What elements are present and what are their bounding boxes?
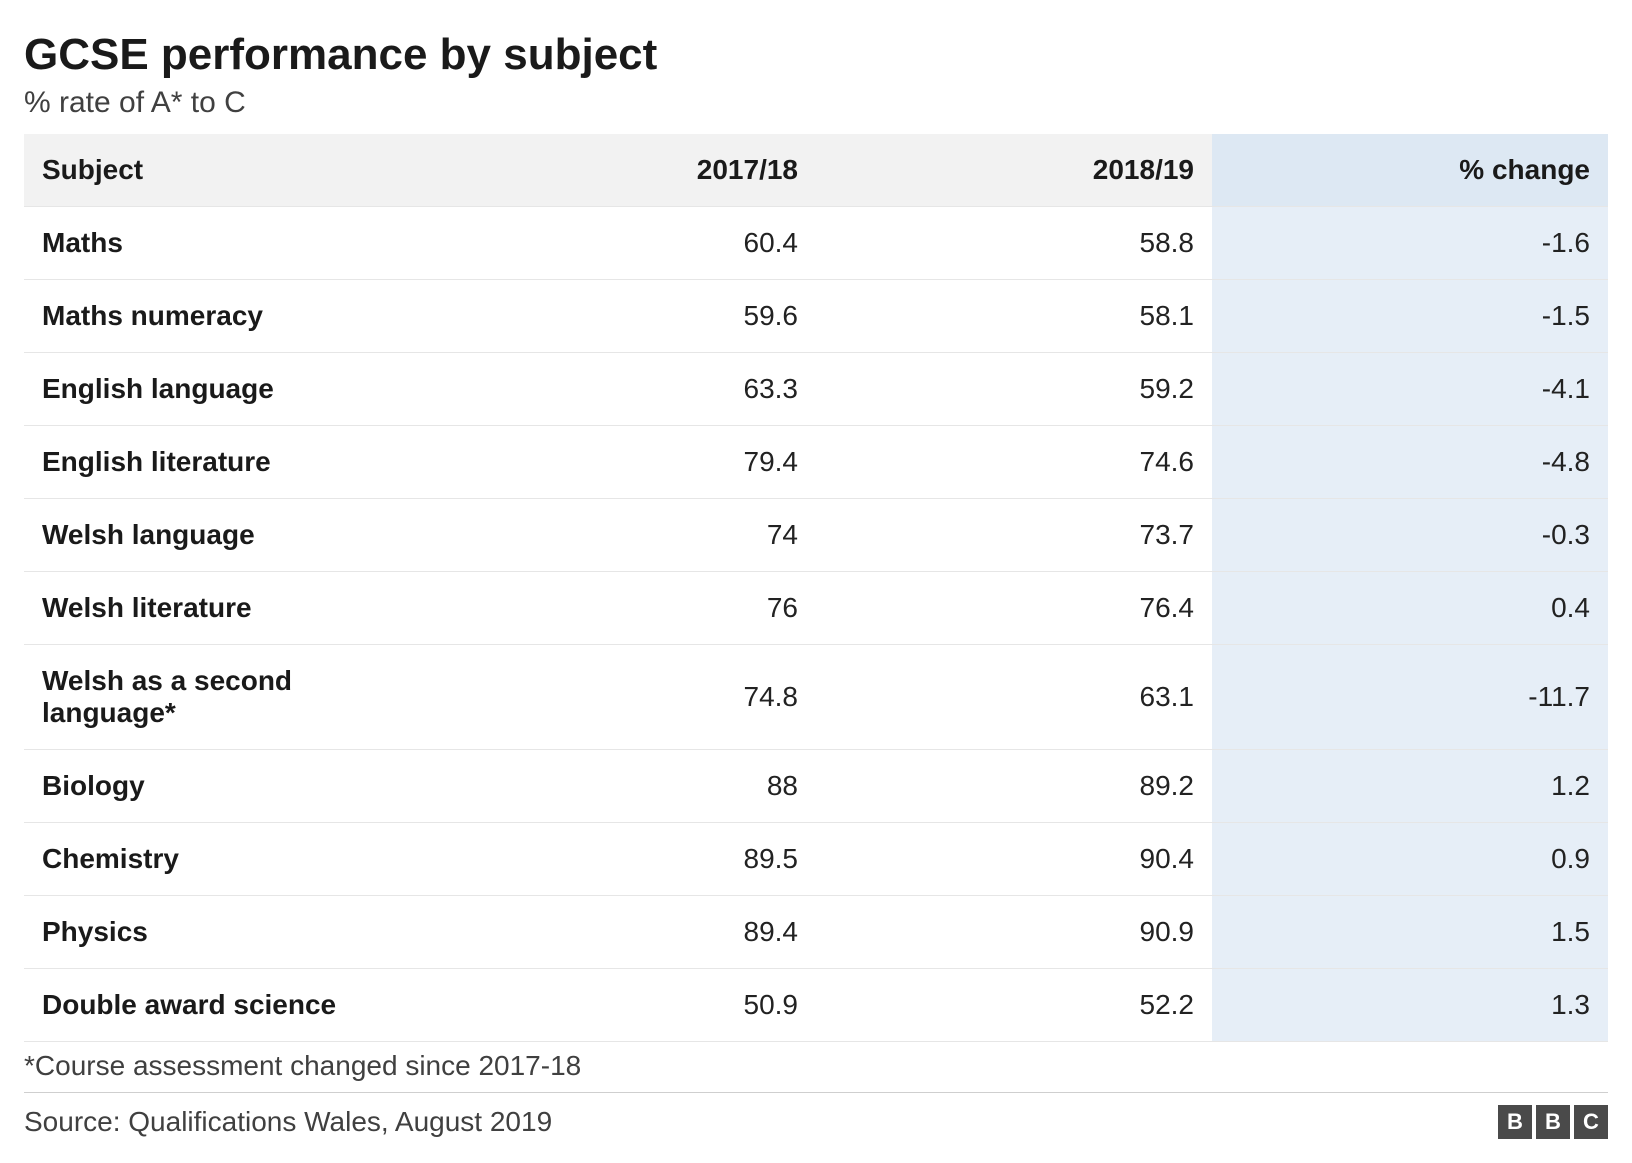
table-header-row: Subject 2017/18 2018/19 % change xyxy=(24,134,1608,207)
cell-subject: Chemistry xyxy=(24,823,420,896)
col-header-year2: 2018/19 xyxy=(816,134,1212,207)
cell-value: 74 xyxy=(420,499,816,572)
cell-value: 89.4 xyxy=(420,896,816,969)
table-row: Chemistry89.590.40.9 xyxy=(24,823,1608,896)
cell-value: 76.4 xyxy=(816,572,1212,645)
table-row: Double award science50.952.21.3 xyxy=(24,969,1608,1042)
table-row: Physics89.490.91.5 xyxy=(24,896,1608,969)
cell-value: 89.2 xyxy=(816,750,1212,823)
cell-subject: Maths numeracy xyxy=(24,280,420,353)
page-subtitle: % rate of A* to C xyxy=(24,86,1608,120)
cell-subject: Maths xyxy=(24,207,420,280)
cell-value: 89.5 xyxy=(420,823,816,896)
cell-change: 0.9 xyxy=(1212,823,1608,896)
cell-change: 1.2 xyxy=(1212,750,1608,823)
table-row: English language63.359.2-4.1 xyxy=(24,353,1608,426)
cell-change: -4.1 xyxy=(1212,353,1608,426)
cell-change: 1.3 xyxy=(1212,969,1608,1042)
cell-subject: Welsh literature xyxy=(24,572,420,645)
cell-value: 74.6 xyxy=(816,426,1212,499)
cell-value: 52.2 xyxy=(816,969,1212,1042)
table-body: Maths60.458.8-1.6Maths numeracy59.658.1-… xyxy=(24,207,1608,1042)
cell-value: 76 xyxy=(420,572,816,645)
cell-change: 1.5 xyxy=(1212,896,1608,969)
table-row: Welsh literature7676.40.4 xyxy=(24,572,1608,645)
source-row: Source: Qualifications Wales, August 201… xyxy=(24,1093,1608,1139)
cell-subject: Physics xyxy=(24,896,420,969)
cell-change: -4.8 xyxy=(1212,426,1608,499)
table-row: Welsh as a second language*74.863.1-11.7 xyxy=(24,645,1608,750)
source-text: Source: Qualifications Wales, August 201… xyxy=(24,1106,552,1138)
cell-subject: English language xyxy=(24,353,420,426)
table-row: English literature79.474.6-4.8 xyxy=(24,426,1608,499)
page-title: GCSE performance by subject xyxy=(24,30,1608,80)
cell-change: -1.5 xyxy=(1212,280,1608,353)
table-row: Maths60.458.8-1.6 xyxy=(24,207,1608,280)
table-row: Welsh language7473.7-0.3 xyxy=(24,499,1608,572)
table-row: Maths numeracy59.658.1-1.5 xyxy=(24,280,1608,353)
cell-subject: Welsh as a second language* xyxy=(24,645,420,750)
table-row: Biology8889.21.2 xyxy=(24,750,1608,823)
col-header-change: % change xyxy=(1212,134,1608,207)
cell-value: 63.1 xyxy=(816,645,1212,750)
cell-subject: Welsh language xyxy=(24,499,420,572)
footnote: *Course assessment changed since 2017-18 xyxy=(24,1050,1608,1093)
cell-value: 79.4 xyxy=(420,426,816,499)
cell-change: -11.7 xyxy=(1212,645,1608,750)
cell-change: 0.4 xyxy=(1212,572,1608,645)
cell-change: -0.3 xyxy=(1212,499,1608,572)
cell-subject: Double award science xyxy=(24,969,420,1042)
cell-value: 74.8 xyxy=(420,645,816,750)
col-header-year1: 2017/18 xyxy=(420,134,816,207)
performance-table: Subject 2017/18 2018/19 % change Maths60… xyxy=(24,134,1608,1042)
cell-value: 58.8 xyxy=(816,207,1212,280)
cell-value: 90.4 xyxy=(816,823,1212,896)
cell-value: 59.6 xyxy=(420,280,816,353)
cell-value: 50.9 xyxy=(420,969,816,1042)
cell-subject: English literature xyxy=(24,426,420,499)
cell-value: 90.9 xyxy=(816,896,1212,969)
cell-value: 63.3 xyxy=(420,353,816,426)
cell-subject: Biology xyxy=(24,750,420,823)
cell-value: 73.7 xyxy=(816,499,1212,572)
col-header-subject: Subject xyxy=(24,134,420,207)
cell-value: 58.1 xyxy=(816,280,1212,353)
cell-value: 88 xyxy=(420,750,816,823)
cell-change: -1.6 xyxy=(1212,207,1608,280)
cell-value: 60.4 xyxy=(420,207,816,280)
cell-value: 59.2 xyxy=(816,353,1212,426)
